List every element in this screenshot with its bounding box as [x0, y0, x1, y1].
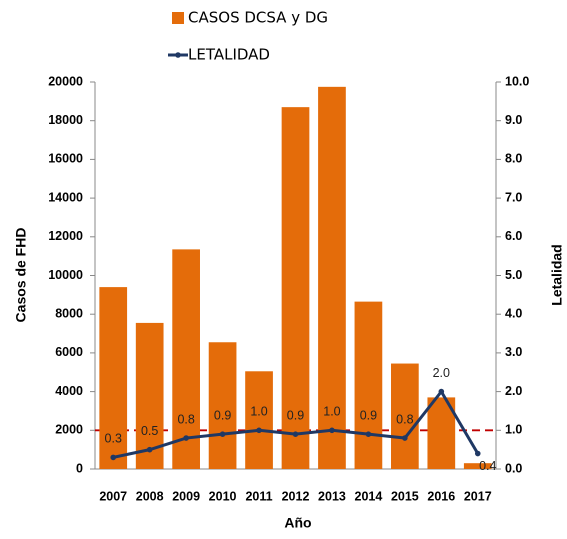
data-label: 0.9 — [360, 408, 377, 422]
y2-tick-label: 2.0 — [505, 384, 522, 398]
line-marker — [292, 431, 299, 437]
y2-tick-label: 0.0 — [505, 461, 522, 475]
data-label: 0.9 — [214, 408, 231, 422]
x-tick-label: 2014 — [355, 489, 383, 503]
line-marker — [183, 435, 189, 441]
y2-tick-label: 5.0 — [505, 268, 522, 282]
bar — [391, 363, 419, 469]
data-label: 1.0 — [323, 405, 340, 419]
data-label: 0.9 — [287, 408, 304, 422]
data-label: 2.0 — [433, 366, 450, 380]
x-tick-label: 2010 — [209, 489, 237, 503]
line-marker — [402, 435, 408, 441]
legend-label: CASOS DCSA y DG — [188, 9, 328, 27]
bar — [172, 249, 200, 469]
x-tick-label: 2008 — [136, 489, 164, 503]
x-tick-label: 2016 — [427, 489, 455, 503]
data-label: 1.0 — [250, 405, 267, 419]
line-marker — [110, 454, 117, 461]
y-tick-label: 20000 — [48, 74, 83, 88]
y-axis-title: Casos de FHD — [13, 228, 29, 323]
data-label: 0.8 — [177, 412, 194, 426]
bar — [245, 371, 273, 469]
line-marker — [365, 431, 372, 437]
legend-marker — [175, 52, 181, 58]
data-label: 0.5 — [141, 424, 158, 438]
x-tick-label: 2009 — [172, 489, 200, 503]
y-tick-label: 6000 — [55, 345, 83, 359]
y-tick-label: 8000 — [55, 306, 83, 320]
legend-label: LETALIDAD — [188, 46, 270, 64]
data-label: 0.4 — [479, 459, 496, 473]
bar — [208, 342, 237, 469]
y-tick-label: 16000 — [48, 152, 83, 166]
data-label: 0.8 — [396, 412, 413, 426]
y-tick-label: 12000 — [48, 229, 83, 243]
line-marker — [438, 388, 445, 395]
legend-swatch — [172, 12, 184, 24]
y2-tick-label: 6.0 — [505, 229, 522, 243]
y-tick-label: 4000 — [55, 384, 83, 398]
x-tick-label: 2011 — [245, 489, 272, 503]
bar — [99, 287, 128, 469]
bar — [135, 322, 164, 469]
bar — [463, 463, 492, 469]
bar — [318, 86, 346, 470]
y-tick-label: 14000 — [48, 190, 83, 204]
y2-axis-title: Letalidad — [549, 244, 565, 305]
y2-tick-label: 3.0 — [505, 345, 522, 359]
x-tick-label: 2017 — [464, 489, 492, 503]
y2-tick-label: 9.0 — [505, 113, 522, 127]
y2-tick-label: 8.0 — [505, 152, 522, 166]
y2-tick-label: 4.0 — [505, 306, 522, 320]
line-marker — [219, 431, 226, 437]
line-marker — [474, 450, 481, 457]
data-label: 0.3 — [105, 432, 122, 446]
x-axis-title: Año — [284, 515, 311, 531]
y-tick-label: 0 — [76, 461, 83, 475]
y-tick-label: 10000 — [48, 268, 83, 282]
y2-tick-label: 1.0 — [505, 423, 522, 437]
y-tick-label: 2000 — [55, 423, 83, 437]
bar — [354, 301, 383, 469]
line-marker — [256, 427, 262, 434]
y-tick-label: 18000 — [48, 113, 83, 127]
x-tick-label: 2012 — [282, 489, 310, 503]
line-marker — [329, 427, 335, 434]
y2-tick-label: 7.0 — [505, 190, 522, 204]
x-tick-label: 2007 — [99, 489, 127, 503]
x-tick-label: 2013 — [318, 489, 346, 503]
y2-tick-label: 10.0 — [505, 74, 529, 88]
bar — [281, 107, 310, 469]
x-tick-label: 2015 — [391, 489, 419, 503]
line-marker — [146, 446, 153, 453]
